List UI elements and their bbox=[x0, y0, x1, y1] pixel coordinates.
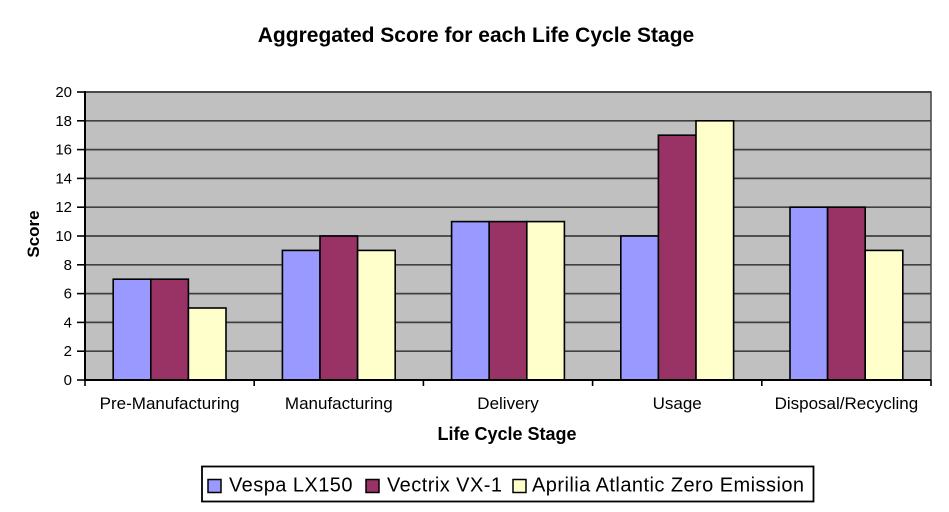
svg-text:Delivery: Delivery bbox=[477, 394, 539, 413]
svg-text:Pre-Manufacturing: Pre-Manufacturing bbox=[100, 394, 240, 413]
svg-text:Aprilia Atlantic Zero Emission: Aprilia Atlantic Zero Emission bbox=[532, 475, 804, 497]
svg-text:12: 12 bbox=[55, 199, 72, 216]
svg-text:6: 6 bbox=[64, 286, 72, 303]
svg-text:4: 4 bbox=[64, 314, 72, 331]
svg-text:20: 20 bbox=[55, 84, 72, 101]
svg-text:8: 8 bbox=[64, 257, 72, 274]
svg-text:Manufacturing: Manufacturing bbox=[285, 394, 393, 413]
svg-text:10: 10 bbox=[55, 228, 72, 245]
svg-text:18: 18 bbox=[55, 113, 72, 130]
svg-text:Score: Score bbox=[24, 210, 43, 257]
svg-text:16: 16 bbox=[55, 142, 72, 159]
svg-text:Vectrix VX-1: Vectrix VX-1 bbox=[387, 475, 502, 497]
svg-text:Aggregated Score for each Life: Aggregated Score for each Life Cycle Sta… bbox=[258, 24, 694, 47]
svg-text:0: 0 bbox=[64, 372, 72, 389]
svg-text:Usage: Usage bbox=[653, 394, 702, 413]
svg-text:14: 14 bbox=[55, 170, 72, 187]
svg-text:Disposal/Recycling: Disposal/Recycling bbox=[775, 394, 919, 413]
svg-text:Life Cycle Stage: Life Cycle Stage bbox=[437, 424, 576, 444]
svg-text:2: 2 bbox=[64, 343, 72, 360]
svg-text:Vespa LX150: Vespa LX150 bbox=[229, 475, 353, 497]
